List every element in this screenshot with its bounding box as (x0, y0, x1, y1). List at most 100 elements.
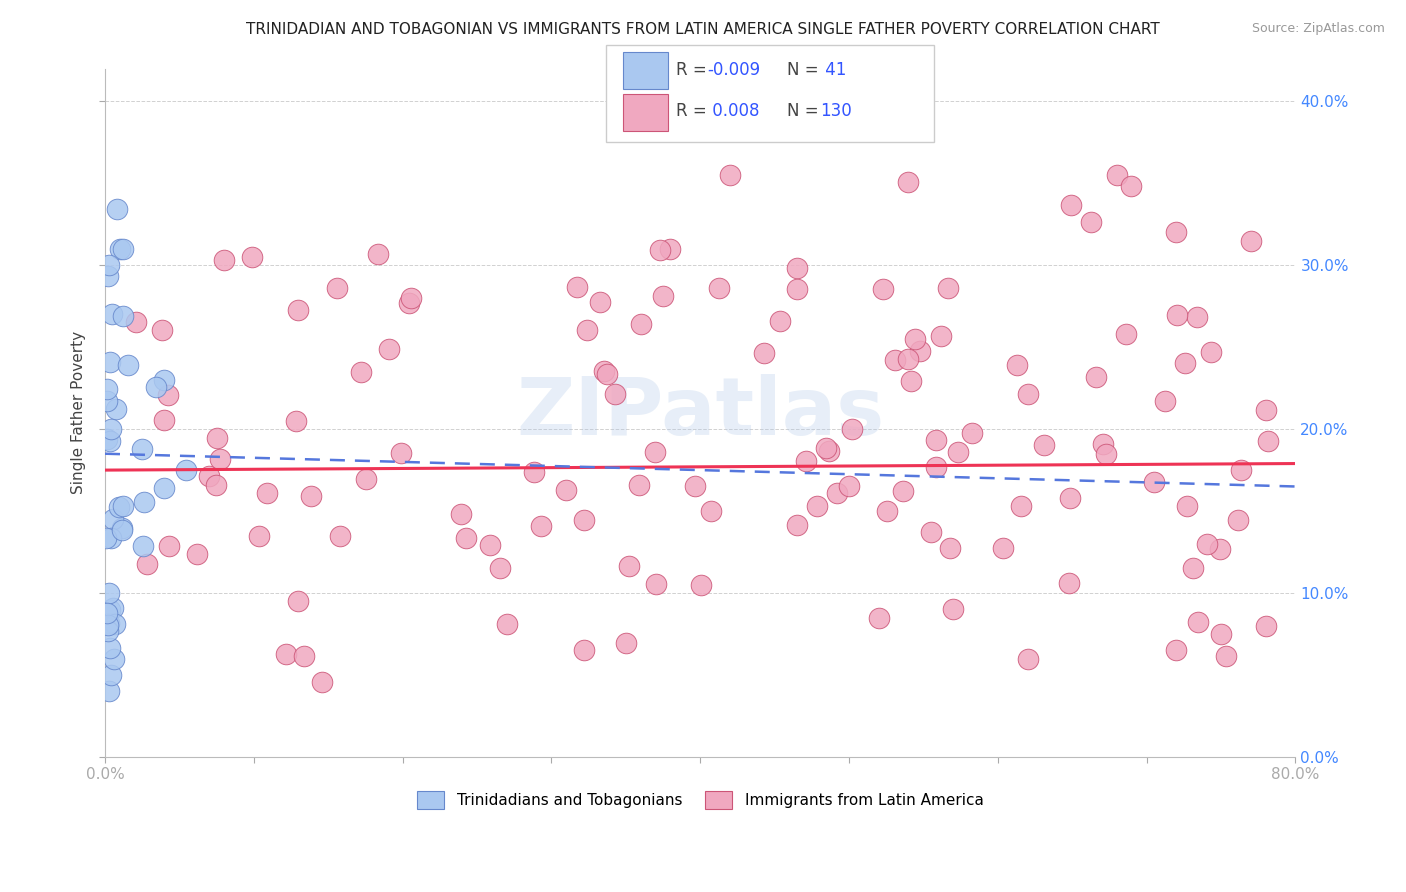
Point (399, 291, 422, 305)
Point (897, 352, 920, 367)
Point (841, 422, 863, 436)
Point (100, 668, 122, 682)
Point (131, 442, 153, 457)
Point (153, 481, 176, 495)
Point (98, 640, 121, 655)
Point (104, 617, 127, 632)
Point (479, 538, 502, 552)
Point (1057, 576, 1080, 591)
Text: 0.008: 0.008 (707, 103, 759, 120)
Text: R =: R = (676, 103, 713, 120)
Point (150, 323, 173, 337)
Point (648, 243, 671, 257)
Point (1085, 369, 1108, 384)
Point (97, 615, 120, 630)
Point (136, 557, 159, 571)
Point (700, 504, 723, 518)
Point (1226, 513, 1249, 527)
Text: 130: 130 (820, 103, 852, 120)
Point (942, 602, 965, 616)
Point (1060, 198, 1083, 212)
Text: R =: R = (676, 61, 713, 78)
Point (97, 624, 120, 639)
Point (786, 518, 808, 533)
Point (1182, 561, 1205, 575)
Point (378, 342, 401, 356)
Point (287, 594, 309, 608)
Point (311, 674, 333, 689)
Point (1017, 387, 1039, 401)
Point (96, 394, 118, 409)
Point (100, 531, 122, 545)
Point (769, 314, 792, 328)
Point (1153, 394, 1175, 409)
Point (1115, 327, 1137, 342)
Point (806, 500, 828, 514)
Point (98, 684, 121, 698)
Point (157, 539, 180, 553)
Point (891, 484, 914, 499)
Point (522, 465, 544, 479)
Point (868, 610, 890, 624)
Point (900, 374, 922, 388)
Point (398, 295, 420, 310)
Point (683, 479, 706, 493)
Point (111, 499, 134, 513)
Point (925, 460, 948, 475)
Point (1005, 358, 1028, 372)
Point (1017, 651, 1039, 665)
Point (110, 521, 132, 535)
Point (495, 616, 517, 631)
Point (825, 485, 848, 500)
Point (456, 531, 478, 545)
Point (925, 433, 948, 447)
Point (529, 519, 551, 533)
Point (605, 387, 627, 401)
Point (1166, 643, 1188, 657)
Point (565, 280, 588, 294)
Point (132, 539, 155, 553)
Point (1197, 537, 1219, 551)
Point (619, 559, 641, 574)
Point (689, 578, 711, 592)
Point (1010, 499, 1032, 513)
Point (815, 442, 838, 456)
Point (299, 489, 322, 503)
Point (920, 524, 942, 539)
Point (98, 434, 121, 448)
Point (794, 453, 817, 467)
Point (651, 289, 673, 303)
Point (212, 252, 235, 267)
Point (1166, 226, 1188, 240)
Point (125, 315, 148, 329)
Point (1080, 215, 1102, 229)
Point (595, 368, 617, 382)
Point (628, 478, 651, 492)
Point (209, 451, 232, 466)
Point (450, 507, 472, 521)
Point (103, 651, 125, 665)
Point (1032, 438, 1054, 452)
Text: TRINIDADIAN AND TOBAGONIAN VS IMMIGRANTS FROM LATIN AMERICA SINGLE FATHER POVERT: TRINIDADIAN AND TOBAGONIAN VS IMMIGRANTS… (246, 22, 1160, 37)
Point (367, 247, 389, 261)
Point (205, 431, 228, 445)
Point (1185, 310, 1208, 325)
Point (98, 259, 121, 273)
Point (897, 176, 920, 190)
Point (993, 541, 1015, 555)
Point (97, 618, 120, 632)
Text: ZIPatlas: ZIPatlas (516, 374, 884, 451)
Point (1175, 499, 1198, 513)
Point (718, 168, 741, 182)
Point (326, 281, 349, 295)
Point (287, 302, 309, 317)
Point (593, 364, 616, 378)
Point (962, 425, 984, 440)
Point (946, 445, 969, 459)
Text: N =: N = (787, 103, 824, 120)
Point (1092, 437, 1115, 451)
Point (572, 642, 595, 657)
Point (1059, 491, 1081, 505)
Point (1105, 168, 1128, 182)
Point (876, 503, 898, 517)
